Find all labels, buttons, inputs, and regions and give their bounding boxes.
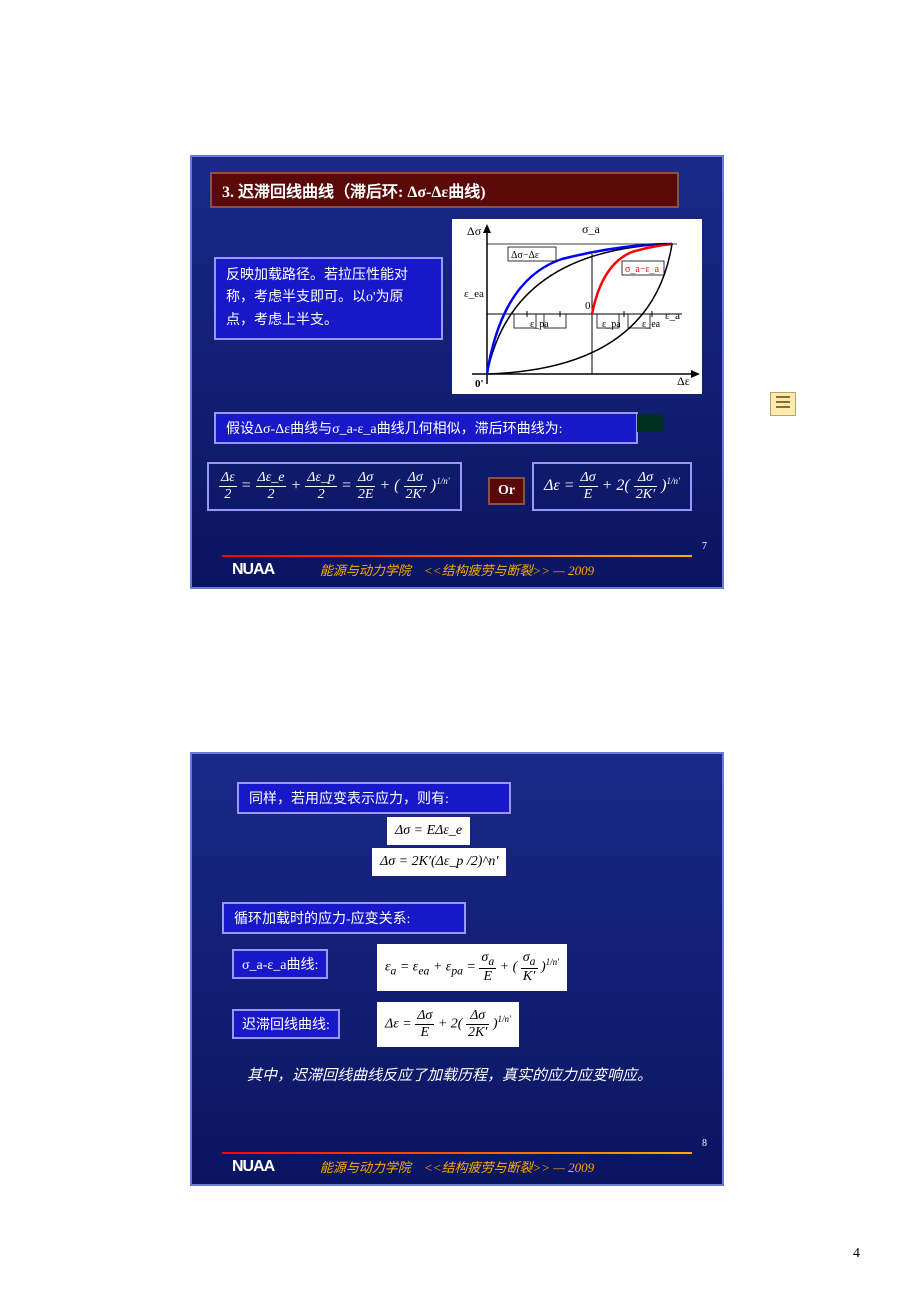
footer-line-2	[222, 1152, 692, 1154]
hysteresis-diagram: Δσ−Δε σ_a−ε_a Δσ σ_a ε_ea ε_pa 0 ε_pa ε_…	[452, 219, 702, 394]
or-box: Or	[488, 477, 525, 505]
svg-text:ε_ea: ε_ea	[464, 288, 484, 300]
svg-text:σ_a−ε_a: σ_a−ε_a	[625, 264, 660, 275]
marker-box	[637, 414, 663, 432]
slide2-line1: 同样，若用应变表示应力，则有:	[237, 782, 511, 814]
footer-line	[222, 555, 692, 557]
slide2-eq2: Δσ = 2K′(Δε_p /2)^n′	[372, 848, 506, 876]
slide2-eq4: Δε = ΔσE + 2( Δσ2K′ )1/n′	[377, 1002, 519, 1047]
svg-text:ε_a: ε_a	[665, 310, 680, 322]
slide2-label2: 迟滞回线曲线:	[232, 1009, 340, 1039]
slide1-eq-right: Δε = ΔσE + 2( Δσ2K′ )1/n′	[532, 462, 692, 511]
slide2-pagenum: 8	[702, 1138, 707, 1149]
slide1-desc: 反映加载路径。若拉压性能对称，考虑半支即可。以o'为原点，考虑上半支。	[214, 257, 443, 340]
slide2-eq3: εa = εea + εpa = σaE + ( σaK′ )1/n′	[377, 944, 567, 991]
slide2-label1: σ_a-ε_a曲线:	[232, 949, 328, 979]
note-icon[interactable]	[770, 392, 796, 416]
footer-text-2: 能源与动力学院 <<结构疲劳与断裂>> — 2009	[192, 1157, 722, 1176]
svg-text:0': 0'	[475, 378, 484, 390]
slide-1: 3. 迟滞回线曲线（滞后环: Δσ-Δε曲线) 反映加载路径。若拉压性能对称，考…	[190, 155, 724, 589]
slide-2: 同样，若用应变表示应力，则有: Δσ = EΔε_e Δσ = 2K′(Δε_p…	[190, 752, 724, 1186]
slide1-assume: 假设Δσ-Δε曲线与σ_a-ε_a曲线几何相似，滞后环曲线为:	[214, 412, 638, 444]
svg-text:Δσ: Δσ	[467, 224, 482, 238]
slide1-title: 3. 迟滞回线曲线（滞后环: Δσ-Δε曲线)	[210, 172, 679, 208]
slide2-body: 其中，迟滞回线曲线反应了加载历程，真实的应力应变响应。	[217, 1064, 697, 1090]
svg-text:0: 0	[585, 300, 591, 312]
doc-pagenum: 4	[853, 1246, 860, 1262]
slide1-pagenum: 7	[702, 541, 707, 552]
svg-text:σ_a: σ_a	[582, 222, 600, 236]
svg-text:Δε: Δε	[677, 374, 690, 388]
slide2-line2: 循环加载时的应力-应变关系:	[222, 902, 466, 934]
slide2-eq1: Δσ = EΔε_e	[387, 817, 470, 845]
axis-label: Δσ−Δε	[511, 250, 539, 261]
slide1-eq-left: Δε2 = Δε_e2 + Δε_p2 = Δσ2E + ( Δσ2K′ )1/…	[207, 462, 462, 511]
footer-text: 能源与动力学院 <<结构疲劳与断裂>> — 2009	[192, 560, 722, 579]
